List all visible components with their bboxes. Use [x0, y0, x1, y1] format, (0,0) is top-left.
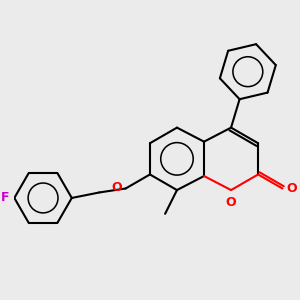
Text: O: O	[112, 181, 122, 194]
Text: F: F	[1, 191, 9, 205]
Text: O: O	[226, 196, 236, 209]
Text: O: O	[286, 182, 297, 195]
